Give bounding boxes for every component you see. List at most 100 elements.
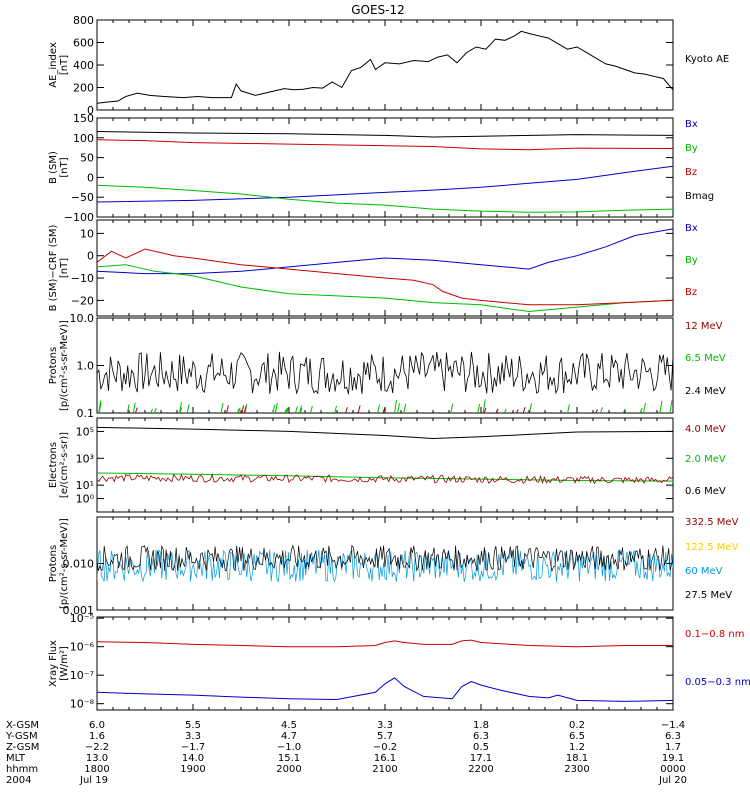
y-tick-label: 10⁵ [76,425,94,438]
series-mark-6-5-mev [397,403,401,413]
series-mark-6-5-mev [309,405,313,413]
series-mark-6-5-mev [285,407,289,413]
legend-entry: 2.4 MeV [685,386,726,397]
x-table-value: 2200 [468,764,493,775]
series-line-2 [97,472,673,482]
x-table-value: 1.8 [473,720,489,731]
series-mark-6-5-mev [622,408,626,413]
legend-entry: 12 MeV [685,321,723,332]
x-table-value: Jul 20 [658,775,687,786]
x-table-value: 2000 [276,764,301,775]
panel-6: 0.001 0.010 Protons [p/(cm²-s-sr-MeV)] 332.5… [48,516,739,617]
x-table-value: −0.2 [373,742,397,753]
y-tick-label: 10⁻⁸ [70,698,95,711]
legend-entry: Bz [685,287,697,298]
x-table-row-label: hhmm [6,764,38,775]
y-tick-label: 200 [73,82,94,95]
x-table-value: 4.5 [281,720,297,731]
y-tick-label: 0.001 [63,604,95,617]
series-line-2 [97,677,673,702]
series-line-1 [97,639,673,648]
series-mark-6-5-mev [150,408,153,413]
series-mark-12-mev [522,407,526,413]
x-table-value: −1.7 [181,742,205,753]
y-axis-label: [nT] [59,157,70,177]
series-mark-6-5-mev [299,407,303,413]
series-mark-12-mev [357,405,361,413]
series-mark-6-5-mev [403,403,407,413]
y-tick-label: 10⁻⁷ [70,669,94,682]
series-mark-6-5-mev [394,400,397,413]
series-mark-6-5-mev [294,406,298,413]
y-tick-label: 10³ [76,452,94,465]
x-table-value: −1.0 [277,742,301,753]
y-tick-label: 10⁻⁶ [70,641,95,654]
y-tick-label: 10 [80,227,94,240]
y-tick-label: −20 [71,294,94,307]
series-line-1 [97,30,673,104]
panel-2: −100 −50 0 50 100 150 B (SM) [nT] Bx By Bz Bmag [48,112,714,224]
series-line-2 [97,264,673,313]
legend-entry: 0.05−0.3 nm [685,677,750,688]
x-table-value: 0000 [660,764,685,775]
y-axis-label: [nT] [59,258,70,278]
x-table-value: 17.1 [470,753,492,764]
y-axis-label: AE_index [48,42,59,88]
x-table-value: 1.2 [569,742,585,753]
series-mark-6-5-mev [639,407,643,413]
x-table-value: Jul 19 [79,775,108,786]
series-line-27-5-mev [97,544,673,573]
series-mark-6-5-mev [186,404,190,413]
legend-entry: Bmag [685,191,714,202]
series-mark-6-5-mev [132,402,136,413]
x-table-value: −1.4 [661,720,685,731]
series-mark-6-5-mev [179,402,182,413]
y-tick-label: 0.1 [77,407,95,420]
legend-entry: Bx [685,223,698,234]
series-line-60-mev [97,548,673,583]
x-table-row-label: 2004 [6,775,31,786]
series-mark-6-5-mev [126,404,130,413]
series-mark-6-5-mev [153,407,157,413]
y-axis-label: Protons [48,545,59,582]
x-table-value: −2.2 [85,742,109,753]
series-line-4-0-mev [97,473,673,485]
series-line-4 [97,184,673,213]
x-table-value: 6.5 [569,731,585,742]
y-axis-label: B (SM) [48,151,59,184]
legend-entry: Bz [685,167,697,178]
traces [97,426,673,485]
legend-entry: 332.5 MeV [685,517,739,528]
panel-frame [96,19,674,111]
series-mark-12-mev [226,405,229,413]
series-mark-6-5-mev [272,404,276,413]
panel-frame [96,317,674,414]
x-table-value: 19.1 [662,753,684,764]
x-table-value: 5.7 [377,731,393,742]
y-axis-label: B (SM)−CRF (SM) [48,224,59,311]
legend-entry: 122.5 MeV [685,542,739,553]
panel-1: 0 200 400 600 800 AE_index [nT] Kyoto AE [48,14,729,117]
traces [97,351,673,413]
legend-entry: Kyoto AE [685,54,729,65]
y-tick-label: 1.0 [77,360,95,373]
x-table-value: 0.5 [473,742,489,753]
legend-entry: 2.0 MeV [685,454,726,465]
x-table-row-label: Z-GSM [6,742,39,753]
series-mark-12-mev [241,405,245,413]
legend-entry: 0.6 MeV [685,486,726,497]
series-mark-12-mev [134,407,138,413]
y-axis-label: [p/(cm²-s-sr-MeV)] [59,320,70,411]
series-mark-6-5-mev [299,405,303,413]
panel-frame [96,219,674,317]
series-mark-12-mev [595,409,599,413]
traces [97,131,673,213]
series-mark-12-mev [382,407,386,413]
x-table-value: 3.3 [377,720,393,731]
x-table-value: 4.7 [281,731,297,742]
traces [97,639,673,702]
y-tick-label: −50 [71,191,94,204]
series-mark-6-5-mev [236,408,240,413]
